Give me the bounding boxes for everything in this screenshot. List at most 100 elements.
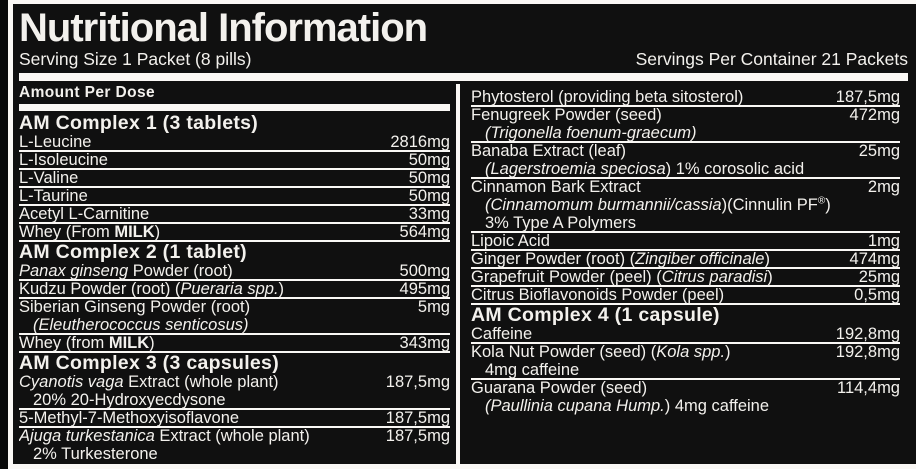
ingredient-name: (Eleutherococcus senticosus) (19, 317, 249, 334)
ingredient-name: Whey (From MILK) (19, 223, 160, 241)
ingredient-row: 5-Methyl-7-Methoxyisoflavone 187,5mg (19, 410, 450, 428)
section-header: AM Complex 2 (1 tablet) (19, 241, 247, 263)
ingredient-amount: 5mg (417, 298, 450, 316)
ingredient-name: Citrus Bioflavonoids Powder (peel) (471, 286, 725, 304)
ingredient-amount: 50mg (408, 187, 450, 205)
ingredient-name: 20% 20-Hydroxyecdysone (19, 391, 226, 409)
ingredient-row: Phytosterol (providing beta sitosterol) 1… (471, 89, 900, 107)
ingredient-name: Acetyl L-Carnitine (19, 205, 150, 223)
name-part: Panax ginseng (19, 262, 129, 280)
name-part: Pueraria spp. (180, 280, 279, 298)
name-part: Cyanotis vaga (19, 373, 124, 391)
ingredient-row: Kola Nut Powder (seed) (Kola spp.) 192,8m… (471, 344, 900, 362)
name-part: (Paullinia cupana Hump. (485, 397, 665, 415)
name-part: Kola spp. (656, 343, 726, 361)
name-part: Kola Nut Powder (seed) ( (471, 343, 657, 361)
ingredient-amount: 0,5mg (854, 286, 900, 304)
ingredient-amount: 192,8mg (835, 343, 900, 361)
ingredient-row: Grapefruit Powder (peel) (Citrus paradis… (471, 269, 900, 287)
ingredient-amount: 495mg (399, 280, 450, 298)
name-part: L-Taurine (19, 187, 88, 205)
ingredient-amount: 187,5mg (835, 88, 900, 106)
name-part: ) (725, 343, 731, 361)
name-part: 3% Type A Polymers (485, 214, 637, 232)
ingredient-amount: 25mg (858, 142, 900, 160)
section-header: AM Complex 3 (3 capsules) (19, 352, 279, 374)
name-part: ® (817, 195, 826, 207)
ingredient-amount: 474mg (849, 250, 900, 268)
name-part: Extract (whole plant) (154, 427, 310, 445)
name-part: ) 4mg caffeine (664, 397, 770, 415)
name-part: )(Cinnulin PF (721, 196, 818, 214)
left-column-body: AM Complex 1 (3 tablets) L-Leucine 2816mg L… (19, 113, 450, 464)
name-part: ) (767, 268, 773, 286)
serving-size: Serving Size 1 Packet (8 pills) (19, 49, 252, 69)
ingredient-amount: 187,5mg (385, 409, 450, 427)
ingredient-name: Phytosterol (providing beta sitosterol) (471, 88, 744, 106)
ingredient-columns: Amount Per Dose AM Complex 1 (3 tablets)… (19, 84, 916, 464)
ingredient-row: Guarana Powder (seed) 114,4mg (471, 380, 900, 398)
ingredient-name: Cyanotis vaga Extract (whole plant) (19, 373, 279, 391)
label-title: Nutritional Information (19, 6, 428, 50)
name-part: ) (149, 334, 155, 352)
ingredient-name: L-Leucine (19, 133, 92, 151)
ingredient-name: (Cinnamomum burmannii/cassia)(Cinnulin P… (471, 195, 831, 214)
ingredient-name: L-Valine (19, 169, 79, 187)
name-part: Cinnamon Bark Extract (471, 178, 641, 196)
ingredient-row: Siberian Ginseng Powder (root) 5mg (19, 299, 450, 317)
ingredient-name: L-Isoleucine (19, 151, 108, 169)
ingredient-name: Grapefruit Powder (peel) (Citrus paradis… (471, 268, 773, 286)
name-part: Phytosterol (providing beta sitosterol) (471, 88, 744, 106)
ingredient-row: Panax ginseng Powder (root) 500mg (19, 263, 450, 281)
name-part: 20% 20-Hydroxyecdysone (33, 391, 226, 409)
ingredient-name: 5-Methyl-7-Methoxyisoflavone (19, 410, 239, 427)
name-part: 4mg caffeine (485, 361, 580, 379)
name-part: Whey (from (19, 334, 109, 352)
ingredient-name: 2% Turkesterone (19, 445, 158, 463)
ingredient-row: (Eleutherococcus senticosus) (19, 317, 450, 335)
name-part: Acetyl L-Carnitine (19, 205, 150, 223)
name-part: Lipoic Acid (471, 232, 550, 250)
name-part: L-Valine (19, 169, 79, 187)
ingredient-row: (Lagerstroemia speciosa) 1% corosolic ac… (471, 161, 900, 179)
ingredient-name: L-Taurine (19, 187, 88, 205)
header-divider-bar (19, 73, 908, 81)
ingredient-amount: 33mg (408, 205, 450, 223)
name-part: Grapefruit Powder (peel) ( (471, 268, 662, 286)
name-part: 2% Turkesterone (33, 445, 158, 463)
nutrition-label: Nutritional Information Serving Size 1 P… (8, 0, 916, 469)
ingredient-amount: 114,4mg (837, 379, 900, 397)
ingredient-row: Whey (From MILK) 564mg (19, 224, 450, 242)
serving-row: Serving Size 1 Packet (8 pills) Servings… (19, 49, 908, 69)
right-column-body: Phytosterol (providing beta sitosterol) 1… (471, 89, 900, 416)
name-part: Extract (whole plant) (123, 373, 279, 391)
name-part: L-Isoleucine (19, 151, 108, 169)
ingredient-amount: 187,5mg (385, 427, 450, 445)
ingredient-name: Ginger Powder (root) (Zingiber officinal… (471, 250, 770, 268)
name-part: (Cinnamomum burmannii/cassia (485, 196, 722, 214)
name-part: L-Leucine (19, 133, 92, 151)
ingredient-name: Caffeine (471, 326, 532, 343)
ingredient-amount: 2mg (867, 178, 900, 196)
ingredient-row: 3% Type A Polymers (471, 215, 900, 233)
name-part: Citrus Bioflavonoids Powder (peel) (471, 286, 725, 304)
amount-per-dose-bar (19, 104, 450, 111)
ingredient-row: (Paullinia cupana Hump.) 4mg caffeine (471, 398, 900, 416)
name-part: MILK (114, 223, 155, 241)
ingredient-row: L-Leucine 2816mg (19, 134, 450, 152)
ingredient-row: L-Taurine 50mg (19, 188, 450, 206)
name-part: Zingiber officinale (635, 250, 765, 268)
ingredient-row: Whey (from MILK) 343mg (19, 335, 450, 353)
ingredient-name: (Lagerstroemia speciosa) 1% corosolic ac… (471, 160, 805, 178)
ingredient-row: Fenugreek Powder (seed) 472mg (471, 107, 900, 125)
ingredient-row: (Trigonella foenum-graecum) (471, 125, 900, 143)
ingredient-amount: 25mg (858, 268, 900, 286)
ingredient-amount: 343mg (399, 334, 450, 352)
name-part: ) 1% corosolic acid (665, 160, 805, 178)
column-divider (456, 84, 460, 464)
ingredient-name: Whey (from MILK) (19, 334, 155, 352)
ingredient-row: Banaba Extract (leaf) 25mg (471, 143, 900, 161)
name-part: Powder (root) (128, 262, 233, 280)
name-part: ) (278, 280, 285, 298)
ingredient-row: Ginger Powder (root) (Zingiber officinal… (471, 251, 900, 269)
